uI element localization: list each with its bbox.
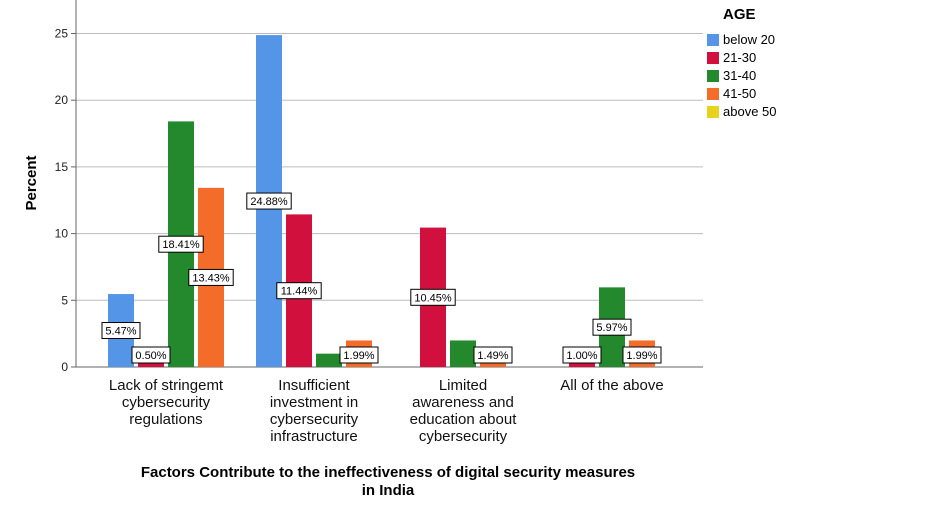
- x-tick-label-line: Limited: [439, 377, 487, 394]
- data-label-text: 10.45%: [414, 292, 452, 304]
- x-tick-label-line: cybersecurity: [419, 428, 508, 445]
- data-label: 1.49%: [473, 346, 513, 364]
- y-tick-label: 20: [55, 93, 69, 107]
- data-label-box: [188, 268, 234, 286]
- x-tick-label: Lack of stringemt cybersecurity regulation…: [109, 377, 224, 428]
- x-tick-label: Insufficient investment in cybersecurity in…: [270, 377, 359, 445]
- x-axis-title-line: in India: [362, 482, 415, 499]
- data-labels: 5.47% 0.50% 18.41% 13.43% 24.88% 11.44% 1.99% 1…: [101, 192, 662, 364]
- data-label: 10.45%: [410, 288, 456, 306]
- y-tick-label: 0: [61, 360, 68, 374]
- data-label: 18.41%: [158, 235, 204, 253]
- data-label-box: [339, 346, 379, 364]
- data-label: 1.99%: [622, 346, 662, 364]
- data-label-text: 24.88%: [250, 196, 288, 208]
- data-label: 1.99%: [339, 346, 379, 364]
- data-label-text: 18.41%: [162, 239, 200, 251]
- x-tick-label-line: All of the above: [560, 377, 663, 394]
- data-label: 5.97%: [592, 318, 632, 336]
- y-tick-label: 5: [61, 293, 68, 307]
- bars: [108, 35, 655, 367]
- bar-31-40: [450, 340, 476, 367]
- data-label: 24.88%: [246, 192, 292, 210]
- legend-title: AGE: [723, 6, 756, 23]
- data-label-box: [276, 282, 322, 300]
- legend-swatch: [707, 70, 719, 82]
- legend-entry: 31-40: [723, 68, 756, 83]
- data-label-box: [246, 192, 292, 210]
- y-tick-label: 10: [55, 227, 69, 241]
- x-tick-label-line: Lack of stringemt: [109, 377, 224, 394]
- data-label: 0.50%: [131, 346, 171, 364]
- x-tick-label-line: awareness and: [412, 394, 514, 411]
- data-label-text: 1.99%: [626, 350, 657, 362]
- y-axis: 0 5 10 15 20 25: [55, 0, 703, 374]
- data-label-box: [131, 346, 171, 364]
- y-axis-title: Percent: [23, 155, 40, 210]
- data-label-box: [473, 346, 513, 364]
- data-label-text: 1.00%: [566, 350, 597, 362]
- legend-swatch: [707, 106, 719, 118]
- category-labels: Lack of stringemt cybersecurity regulation…: [109, 377, 664, 445]
- x-tick-label: Limited awareness and education about cyber…: [410, 377, 518, 445]
- data-label-box: [158, 235, 204, 253]
- data-label: 11.44%: [276, 282, 322, 300]
- data-label: 5.47%: [101, 322, 141, 340]
- bar-21-30: [138, 360, 164, 367]
- data-label-text: 0.50%: [135, 350, 166, 362]
- x-axis-title-line: Factors Contribute to the ineffectivenes…: [141, 464, 635, 481]
- data-label-text: 1.49%: [477, 350, 508, 362]
- legend-swatch: [707, 52, 719, 64]
- y-tick-label: 25: [55, 27, 69, 41]
- legend-entry: above 50: [723, 104, 777, 119]
- data-label: 1.00%: [562, 346, 602, 364]
- y-tick-label: 15: [55, 160, 69, 174]
- legend-entry: 21-30: [723, 50, 756, 65]
- x-tick-label-line: education about: [410, 411, 518, 428]
- x-tick-label: All of the above: [560, 377, 663, 394]
- data-label-box: [592, 318, 632, 336]
- data-label-box: [562, 346, 602, 364]
- x-axis-title: Factors Contribute to the ineffectivenes…: [141, 464, 635, 499]
- data-label: 13.43%: [188, 268, 234, 286]
- x-tick-label-line: investment in: [270, 394, 358, 411]
- x-tick-label-line: cybersecurity: [122, 394, 211, 411]
- bar-31-40: [316, 353, 342, 367]
- data-label-text: 5.47%: [105, 326, 136, 338]
- data-label-box: [101, 322, 141, 340]
- x-tick-label-line: cybersecurity: [270, 411, 359, 428]
- x-tick-label-line: infrastructure: [270, 428, 358, 445]
- data-label-text: 1.99%: [343, 350, 374, 362]
- data-label-box: [410, 288, 456, 306]
- x-tick-label-line: Insufficient: [278, 377, 350, 394]
- legend-entry: 41-50: [723, 86, 756, 101]
- data-label-text: 13.43%: [192, 272, 230, 284]
- legend-entry: below 20: [723, 32, 775, 47]
- legend-swatch: [707, 34, 719, 46]
- data-label-text: 11.44%: [281, 286, 318, 298]
- legend-swatch: [707, 88, 719, 100]
- legend: AGE below 20 21-30 31-40 41-50 above 50: [707, 6, 777, 119]
- x-tick-label-line: regulations: [129, 411, 202, 428]
- data-label-box: [622, 346, 662, 364]
- data-label-text: 5.97%: [596, 322, 627, 334]
